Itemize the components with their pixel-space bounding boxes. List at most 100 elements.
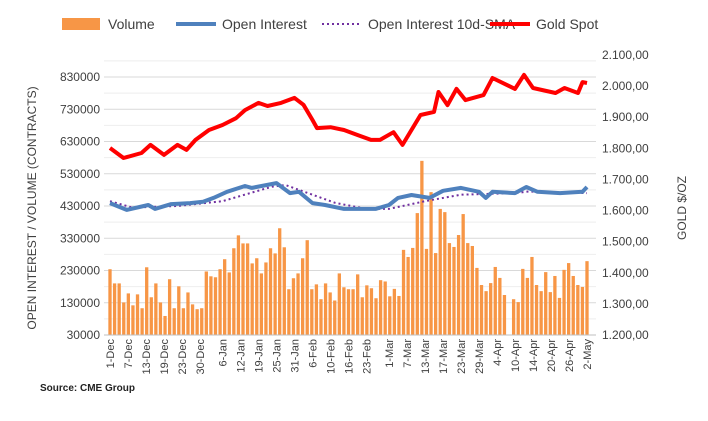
volume-bar [158, 302, 163, 335]
volume-bar [530, 256, 534, 335]
left-tick-label: 430000 [60, 199, 100, 213]
volume-bar [291, 278, 296, 335]
volume-bar [126, 293, 130, 335]
volume-bar [287, 289, 291, 335]
x-tick-label: 10-Apr [510, 339, 522, 372]
legend-label: Open Interest [222, 16, 307, 32]
volume-bar [511, 299, 516, 335]
volume-bar [365, 285, 369, 335]
volume-bar [388, 296, 392, 335]
volume-bar [498, 277, 502, 335]
volume-bar [392, 288, 397, 335]
volume-bar [534, 285, 539, 335]
volume-bar [264, 262, 268, 335]
volume-bar [401, 249, 406, 335]
volume-bar [484, 291, 488, 335]
right-tick-label: 1.900,00 [602, 110, 649, 124]
volume-bar [328, 292, 332, 335]
volume-bar [200, 308, 204, 335]
volume-bar [250, 263, 254, 335]
right-tick-label: 1.700,00 [602, 172, 649, 186]
volume-bar [278, 228, 282, 335]
gridlines [104, 60, 596, 336]
volume-bar [383, 281, 387, 335]
volume-bar [433, 253, 438, 335]
volume-bar [108, 269, 112, 335]
legend-label: Volume [108, 16, 155, 32]
right-tick-label: 1.200,00 [602, 328, 649, 342]
volume-bar [268, 248, 273, 335]
volume-bar [470, 245, 474, 335]
volume-bar [424, 248, 429, 335]
volume-bar [539, 291, 543, 335]
volume-bar [585, 261, 589, 335]
right-tick-label: 1.500,00 [602, 235, 649, 249]
right-tick-label: 1.800,00 [602, 141, 649, 155]
x-axis: 1-Dec 7-Dec 13-Dec 19-Dec 23-Dec 30-Dec 6-Jan 1… [104, 334, 596, 375]
volume-bar [273, 253, 277, 335]
volume-bar [516, 302, 520, 335]
left-tick-label: 130000 [60, 296, 100, 310]
volume-bar [186, 292, 190, 335]
x-tick-label: 1-Mar [384, 339, 396, 368]
left-tick-label: 830000 [60, 70, 100, 84]
left-tick-label: 30000 [67, 328, 101, 342]
left-tick-label: 330000 [60, 231, 100, 245]
x-tick-label: 23-Feb [362, 339, 374, 374]
volume-bar [369, 288, 374, 335]
volume-bar [580, 286, 585, 335]
volume-bar [420, 160, 424, 335]
left-axis-title: OPEN INTEREST / VOLUME (CONTRACTS) [25, 86, 39, 329]
x-tick-label: 2-May [582, 339, 594, 370]
volume-bar [346, 289, 351, 335]
x-tick-label: 29-Mar [474, 339, 486, 374]
volume-bar [122, 302, 126, 335]
volume-bar [300, 258, 305, 335]
volume-bar [117, 283, 121, 335]
volume-bar [525, 277, 530, 335]
volume-bar [521, 268, 525, 335]
legend-swatch-volume [62, 18, 100, 30]
volume-bar [447, 243, 452, 335]
source-note: Source: CME Group [40, 383, 135, 394]
volume-bar [204, 271, 208, 335]
right-tick-label: 1.300,00 [602, 297, 649, 311]
volume-bar [167, 279, 172, 335]
series-lines [108, 72, 589, 212]
volume-bar [438, 208, 442, 335]
x-tick-label: 23-Dec [177, 339, 189, 375]
x-tick-label: 20-Apr [546, 339, 558, 372]
right-tick-label: 1.600,00 [602, 204, 649, 218]
left-tick-label: 230000 [60, 264, 100, 278]
volume-bar [319, 299, 323, 335]
x-tick-label: 10-Feb [326, 339, 338, 374]
volume-bar [218, 269, 222, 335]
volume-bars [108, 160, 589, 335]
x-tick-label: 7-Mar [402, 339, 414, 368]
volume-bar [411, 247, 415, 335]
volume-bar [333, 300, 337, 335]
volume-bar [149, 297, 153, 335]
volume-bar [337, 273, 341, 335]
left-tick-label: 630000 [60, 135, 100, 149]
x-tick-label: 12-Jan [236, 339, 248, 373]
volume-bar [475, 267, 479, 335]
volume-bar [305, 240, 309, 335]
volume-bar [351, 289, 355, 335]
volume-bar [360, 297, 364, 335]
volume-bar [232, 248, 236, 335]
volume-bar [443, 212, 447, 335]
volume-bar [236, 235, 241, 335]
volume-bar [209, 276, 213, 335]
volume-bar [227, 272, 231, 335]
right-axis: 1.200,00 1.300,00 1.400,00 1.500,00 1.600,00… [602, 48, 649, 342]
volume-bar [406, 256, 410, 335]
volume-bar [461, 214, 465, 335]
volume-bar [140, 308, 144, 335]
right-tick-label: 2.000,00 [602, 79, 649, 93]
volume-bar [323, 283, 328, 335]
x-tick-label: 26-Apr [564, 339, 576, 372]
volume-bar [576, 285, 580, 335]
x-tick-label: 19-Dec [159, 339, 171, 375]
